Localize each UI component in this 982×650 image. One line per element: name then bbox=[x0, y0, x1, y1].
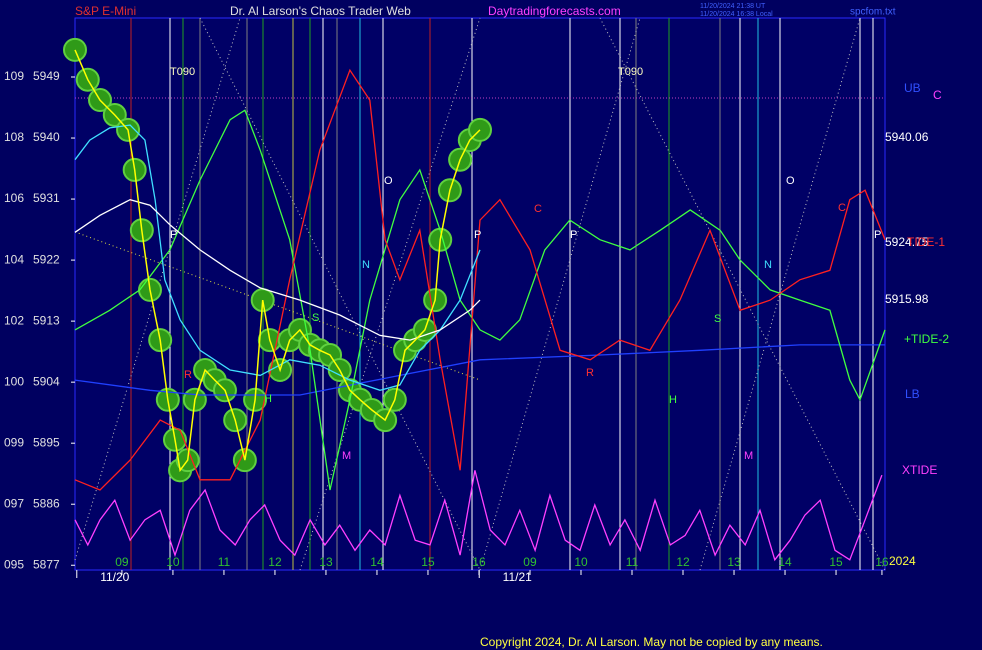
y-tick-label: 5949 bbox=[33, 69, 60, 83]
series-line bbox=[74, 68, 886, 491]
x-tick-label: 11 bbox=[218, 555, 231, 569]
timestamp: 11/20/2024 16:38 Local bbox=[700, 11, 773, 18]
copyright: Copyright 2024, Dr. Al Larson. May not b… bbox=[480, 635, 823, 649]
annotation: H bbox=[669, 394, 677, 406]
x-tick-label: 12 bbox=[268, 555, 282, 569]
x-tick-label: 10 bbox=[166, 555, 180, 569]
annotation: S bbox=[312, 312, 319, 324]
y-tick-label: 5904 bbox=[33, 374, 60, 388]
annotation: P bbox=[874, 229, 881, 241]
series-line bbox=[74, 470, 883, 562]
y-tick-prefix: 095 bbox=[4, 557, 24, 571]
annotation: M bbox=[342, 450, 351, 462]
plot-area bbox=[74, 17, 886, 571]
gann-lines bbox=[74, 17, 886, 571]
annotation: O bbox=[384, 175, 393, 187]
source: Daytradingforecasts.com bbox=[488, 4, 621, 18]
annotation: 5915.98 bbox=[885, 292, 929, 306]
series-line bbox=[74, 344, 885, 396]
y-tick-prefix: 106 bbox=[4, 191, 24, 205]
annotation: LB bbox=[905, 387, 920, 401]
x-tick-label: 14 bbox=[778, 555, 792, 569]
series-line bbox=[74, 109, 886, 491]
series-line bbox=[74, 124, 481, 391]
annotation: S bbox=[714, 313, 721, 325]
annotation: P bbox=[170, 229, 177, 241]
annotation: T090 bbox=[618, 66, 643, 78]
y-tick-label: 5886 bbox=[33, 496, 60, 510]
y-tick-prefix: 100 bbox=[4, 374, 24, 388]
x-tick-label: 16 bbox=[875, 555, 889, 569]
y-tick-prefix: 099 bbox=[4, 435, 24, 449]
annotation: N bbox=[362, 259, 370, 271]
annotation: R bbox=[586, 367, 594, 379]
chart-subtitle: Dr. Al Larson's Chaos Trader Web bbox=[230, 4, 411, 18]
x-tick-label: 09 bbox=[115, 555, 129, 569]
x-tick-label: 15 bbox=[829, 555, 843, 569]
y-tick-prefix: 102 bbox=[4, 313, 24, 327]
annotation: P bbox=[570, 229, 577, 241]
x-tick-label: 13 bbox=[319, 555, 333, 569]
annotation: T090 bbox=[170, 66, 195, 78]
x-tick-label: 15 bbox=[421, 555, 435, 569]
gann-line bbox=[74, 17, 241, 561]
annotation: R bbox=[184, 369, 192, 381]
file-name: spcfom.txt bbox=[850, 7, 896, 18]
y-tick-label: 5931 bbox=[33, 191, 60, 205]
y-tick-prefix: 109 bbox=[4, 69, 24, 83]
annotation: N bbox=[764, 259, 772, 271]
x-tick-label: 13 bbox=[727, 555, 741, 569]
x-tick-label: 10 bbox=[574, 555, 588, 569]
x-tick-label: 16 bbox=[472, 555, 486, 569]
series-line bbox=[74, 199, 481, 341]
series-line bbox=[74, 49, 481, 473]
header: S&P E-Mini Dr. Al Larson's Chaos Trader … bbox=[75, 3, 896, 649]
y-tick-label: 5940 bbox=[33, 130, 60, 144]
annotation: TIDE-1 bbox=[907, 235, 945, 249]
price-bubble bbox=[63, 37, 87, 62]
x-tick-label: 11 bbox=[626, 555, 639, 569]
y-tick-label: 5922 bbox=[33, 252, 60, 266]
annotation: H bbox=[264, 393, 272, 405]
annotation: M bbox=[744, 450, 753, 462]
annotation: C bbox=[534, 203, 542, 215]
plot: 095 5877 097 5886 099 5895 100 5904 102 5913 104 59… bbox=[4, 37, 889, 584]
y-tick-label: 5895 bbox=[33, 435, 60, 449]
annotation: O bbox=[786, 175, 795, 187]
date-label: 11/20 bbox=[100, 570, 129, 584]
annotation: P bbox=[474, 229, 481, 241]
annotation: UB bbox=[904, 81, 921, 95]
y-tick-prefix: 097 bbox=[4, 496, 24, 510]
x-tick-label: 09 bbox=[523, 555, 537, 569]
chart-title: S&P E-Mini bbox=[75, 4, 136, 18]
y-tick-prefix: 108 bbox=[4, 130, 24, 144]
gann-line bbox=[299, 17, 481, 571]
y-tick-prefix: 104 bbox=[4, 252, 24, 266]
annotation: 5924.75 bbox=[885, 235, 929, 249]
annotation: C bbox=[933, 88, 942, 102]
annotation: 2024 bbox=[889, 554, 916, 568]
y-tick-label: 5877 bbox=[33, 557, 60, 571]
timestamp: 11/20/2024 21:38 UT bbox=[700, 3, 766, 10]
date-label: 11/21 bbox=[503, 570, 532, 584]
x-tick-label: 14 bbox=[370, 555, 384, 569]
annotation: 5940.06 bbox=[885, 130, 929, 144]
annotation: XTIDE bbox=[902, 463, 937, 477]
annotation: C bbox=[838, 202, 846, 214]
x-tick-label: 12 bbox=[676, 555, 690, 569]
annotation: +TIDE-2 bbox=[904, 332, 949, 346]
y-tick-label: 5913 bbox=[33, 313, 60, 327]
annotations: T090 T090 P P P P O O N N C C R R H H S … bbox=[170, 66, 949, 568]
